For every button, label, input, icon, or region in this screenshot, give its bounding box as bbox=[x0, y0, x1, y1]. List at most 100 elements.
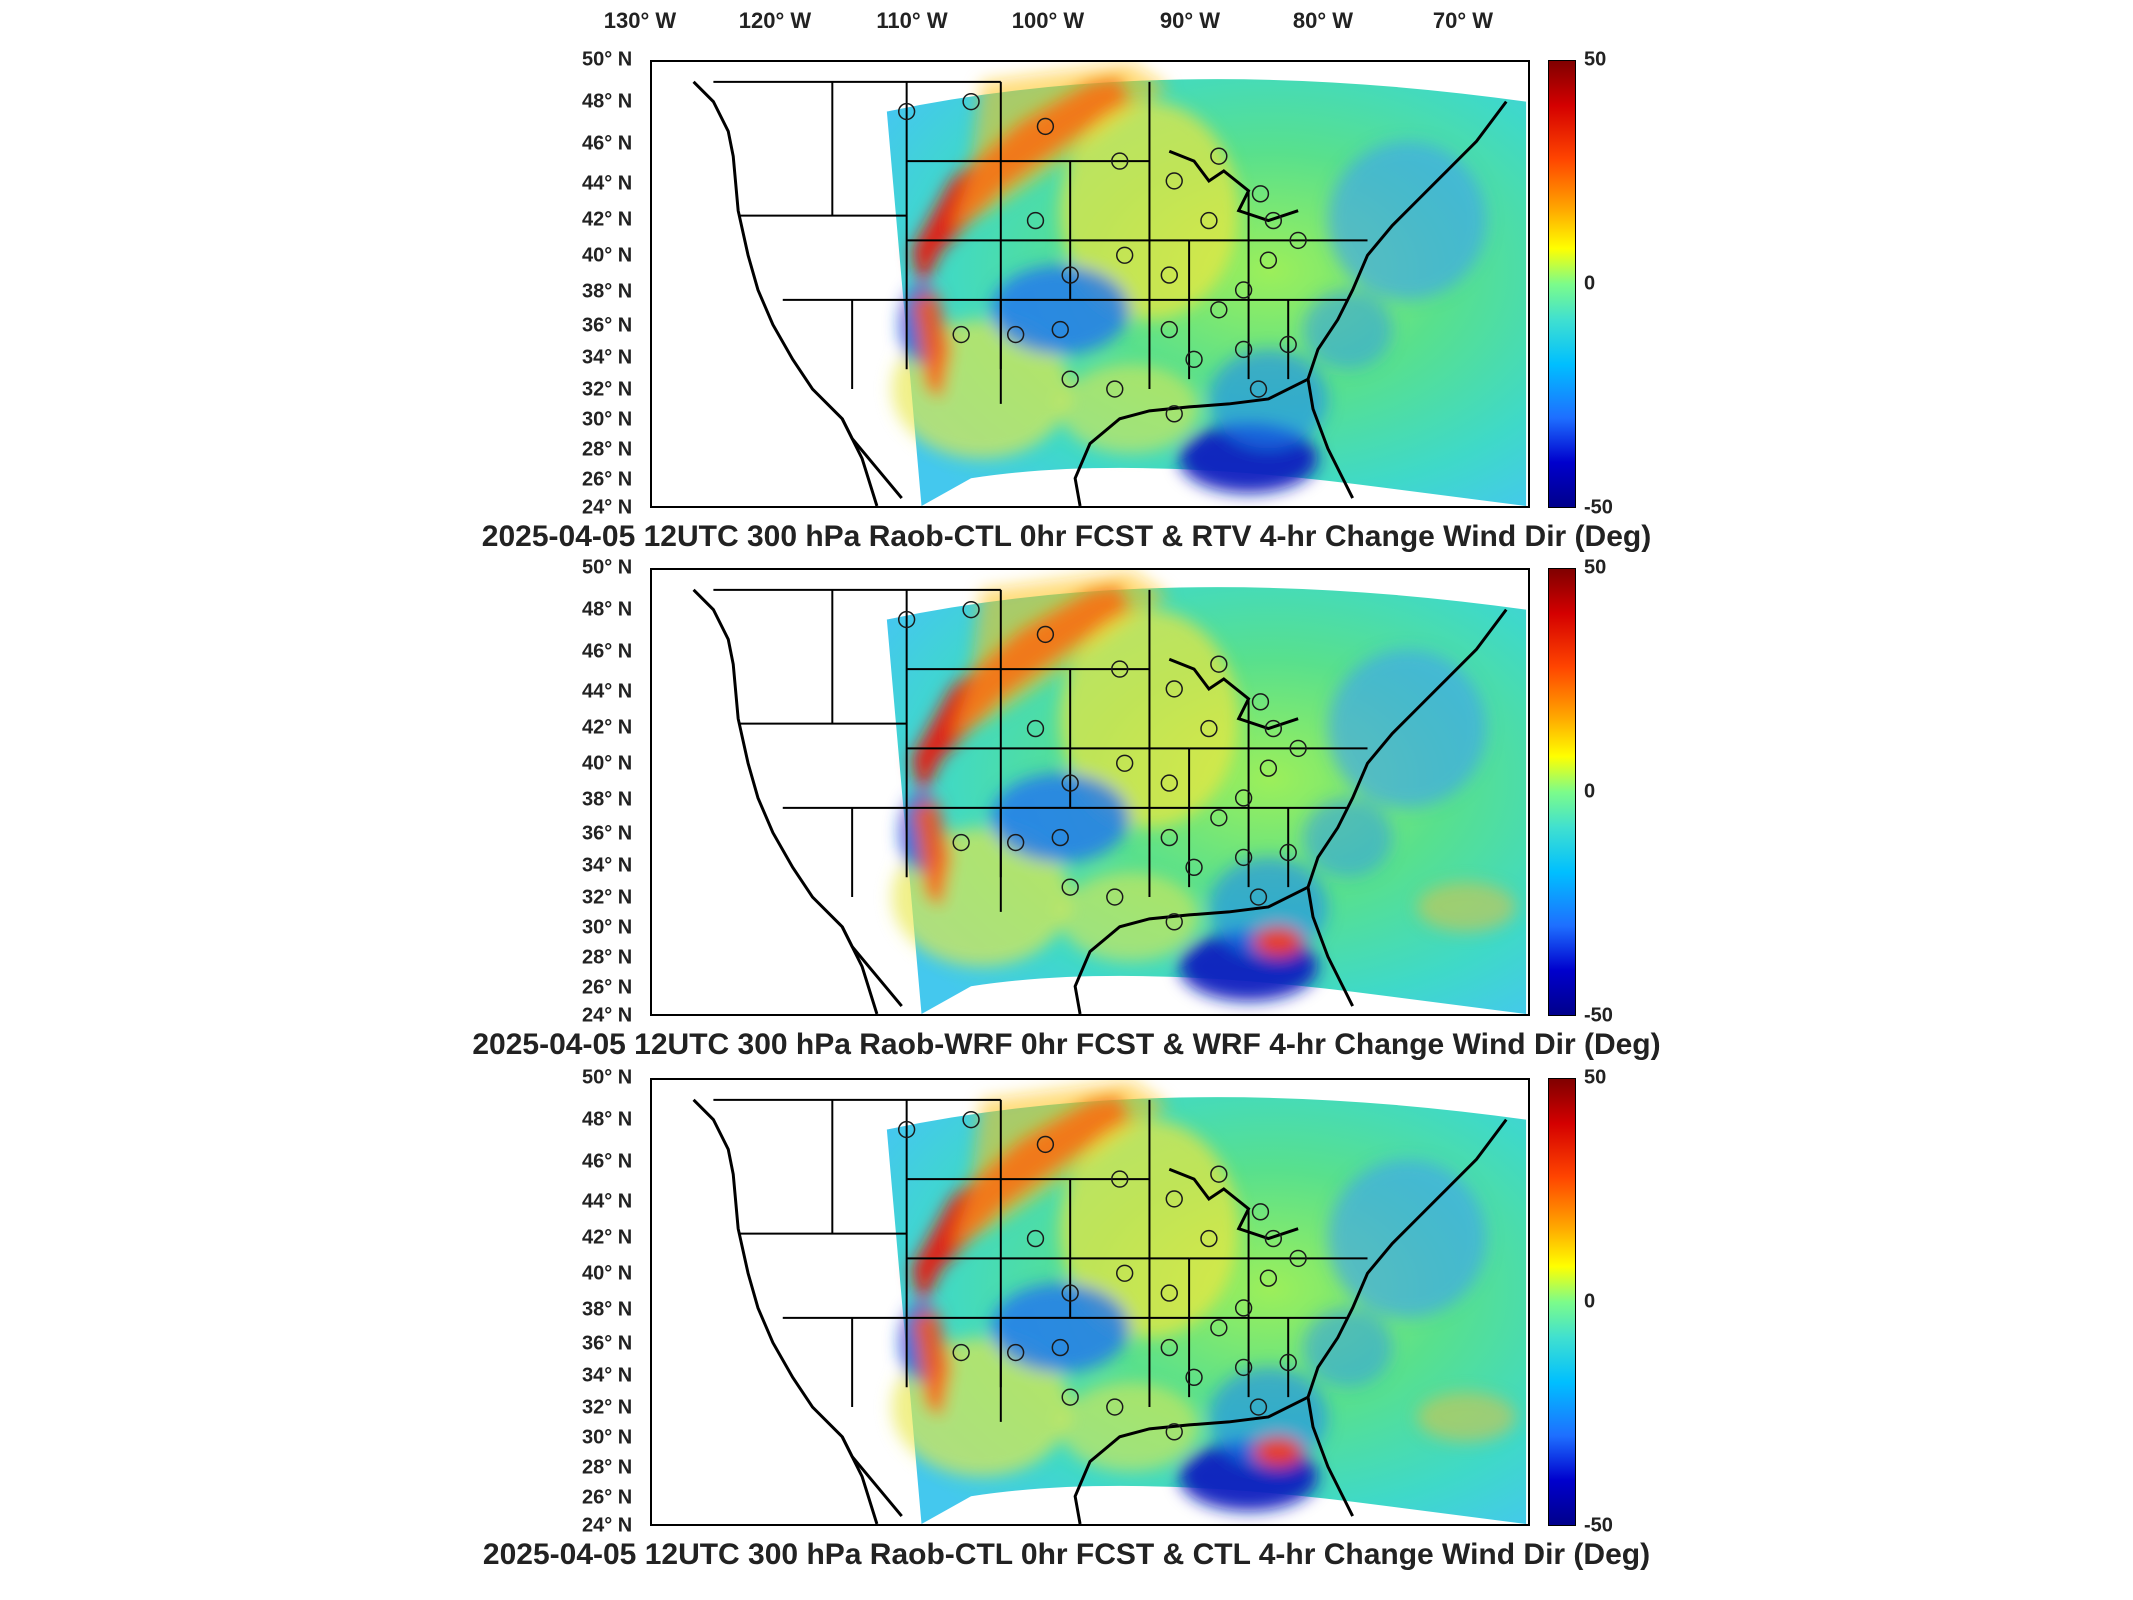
raob-station-marker bbox=[1210, 1165, 1228, 1183]
raob-station-marker bbox=[1006, 1343, 1025, 1362]
raob-station-marker bbox=[1165, 1190, 1183, 1208]
raob-station-marker bbox=[1234, 1358, 1253, 1377]
raob-station-marker bbox=[1234, 848, 1253, 867]
latitude-label: 26° N bbox=[582, 468, 633, 491]
latitude-label: 28° N bbox=[582, 438, 633, 461]
raob-station-marker bbox=[952, 833, 970, 852]
raob-station-marker bbox=[1259, 251, 1278, 269]
raob-station-marker bbox=[1061, 878, 1079, 896]
raob-station-marker bbox=[962, 600, 980, 619]
raob-station-marker bbox=[1210, 655, 1228, 673]
raob-station-marker bbox=[1026, 211, 1045, 230]
raob-station-marker bbox=[952, 1343, 970, 1362]
panel-title: 2025-04-05 12UTC 300 hPa Raob-CTL 0hr FC… bbox=[481, 520, 1652, 553]
latitude-label: 26° N bbox=[582, 1486, 633, 1509]
raob-station-marker bbox=[1234, 1299, 1253, 1317]
latitude-label: 34° N bbox=[582, 346, 633, 369]
raob-station-marker bbox=[1160, 1338, 1178, 1357]
raob-station-marker bbox=[1116, 246, 1134, 264]
longitude-label: 120° W bbox=[738, 8, 812, 33]
raob-station-marker bbox=[1289, 231, 1307, 250]
raob-station-marker bbox=[1210, 301, 1228, 319]
raob-station-marker bbox=[962, 1110, 980, 1129]
raob-station-marker bbox=[897, 102, 916, 121]
raob-stations bbox=[897, 600, 1307, 931]
raob-station-marker bbox=[1279, 1353, 1297, 1372]
map-panel: 50° N 48° N 46° N 44° N 42° N 40° N 38° N 36° N… bbox=[0, 1067, 2133, 1588]
raob-station-marker bbox=[1251, 1203, 1270, 1221]
map-frame bbox=[650, 1078, 1530, 1526]
raob-station-marker bbox=[1210, 1319, 1228, 1337]
raob-station-marker bbox=[1200, 211, 1218, 230]
raob-station-marker bbox=[1185, 858, 1203, 876]
latitude-label: 46° N bbox=[582, 640, 633, 663]
raob-station-marker bbox=[1185, 1368, 1203, 1386]
raob-station-marker bbox=[1160, 828, 1178, 847]
raob-station-marker bbox=[1160, 1284, 1178, 1302]
latitude-label: 24° N bbox=[582, 1514, 633, 1537]
state-boundaries bbox=[713, 80, 1368, 404]
latitude-label: 42° N bbox=[582, 208, 633, 231]
latitude-label: 42° N bbox=[582, 716, 633, 739]
raob-station-marker bbox=[1185, 350, 1203, 368]
raob-station-marker bbox=[1165, 1423, 1183, 1441]
latitude-label: 50° N bbox=[582, 556, 633, 579]
raob-station-marker bbox=[1061, 1284, 1079, 1302]
raob-station-marker bbox=[1165, 405, 1183, 423]
state-boundaries bbox=[713, 588, 1368, 912]
colorbar bbox=[1548, 60, 1576, 508]
longitude-label: 90° W bbox=[1159, 8, 1221, 33]
raob-stations bbox=[897, 1110, 1307, 1441]
raob-station-marker bbox=[1051, 828, 1069, 847]
latitude-label: 26° N bbox=[582, 976, 633, 999]
colorbar-tick-max: 50 bbox=[1584, 556, 1607, 579]
map-frame bbox=[650, 568, 1530, 1016]
wind-direction-map bbox=[692, 62, 1527, 506]
latitude-label: 30° N bbox=[582, 1426, 633, 1449]
raob-station-marker bbox=[1249, 1398, 1268, 1416]
latitude-label: 42° N bbox=[582, 1226, 633, 1249]
raob-station-marker bbox=[1200, 719, 1218, 738]
raob-stations bbox=[897, 92, 1307, 423]
raob-station-marker bbox=[897, 610, 916, 629]
colorbar-tick-mid: 0 bbox=[1584, 1290, 1596, 1313]
raob-station-marker bbox=[1051, 320, 1069, 339]
coastline bbox=[692, 80, 1508, 506]
raob-station-marker bbox=[1106, 888, 1124, 906]
longitude-axis: 130° W 120° W 110° W 100° W 90° W 80° W 70° W bbox=[0, 0, 2133, 40]
coastline bbox=[692, 1098, 1508, 1524]
raob-station-marker bbox=[1165, 913, 1183, 931]
latitude-label: 36° N bbox=[582, 1332, 633, 1355]
latitude-label: 30° N bbox=[582, 916, 633, 939]
raob-station-marker bbox=[1160, 320, 1178, 339]
raob-station-marker bbox=[1111, 1170, 1129, 1188]
raob-station-marker bbox=[1234, 789, 1253, 807]
latitude-label: 36° N bbox=[582, 822, 633, 845]
latitude-label: 34° N bbox=[582, 854, 633, 877]
raob-station-marker bbox=[1111, 660, 1129, 678]
colorbar-tick-max: 50 bbox=[1584, 48, 1607, 71]
latitude-label: 48° N bbox=[582, 598, 633, 621]
raob-station-marker bbox=[1259, 759, 1278, 777]
raob-station-marker bbox=[897, 1120, 916, 1139]
colorbar-tick-mid: 0 bbox=[1584, 780, 1596, 803]
raob-station-marker bbox=[1249, 380, 1268, 398]
raob-station-marker bbox=[1116, 1264, 1134, 1282]
panel-title: 2025-04-05 12UTC 300 hPa Raob-WRF 0hr FC… bbox=[472, 1028, 1661, 1061]
raob-station-marker bbox=[1061, 266, 1079, 284]
raob-station-marker bbox=[1036, 625, 1055, 644]
longitude-label: 100° W bbox=[1011, 8, 1085, 33]
raob-station-marker bbox=[1165, 172, 1183, 190]
latitude-label: 46° N bbox=[582, 132, 633, 155]
map-panel: 50° N 48° N 46° N 44° N 42° N 40° N 38° N 36° N… bbox=[0, 49, 2133, 570]
raob-station-marker bbox=[1106, 380, 1124, 398]
latitude-label: 28° N bbox=[582, 1456, 633, 1479]
latitude-label: 44° N bbox=[582, 1190, 633, 1213]
colorbar-tick-min: -50 bbox=[1584, 1514, 1613, 1537]
longitude-label: 70° W bbox=[1432, 8, 1494, 33]
wind-anomaly-field bbox=[891, 1080, 1517, 1512]
raob-station-marker bbox=[1116, 754, 1134, 772]
colorbar-tick-mid: 0 bbox=[1584, 272, 1596, 295]
latitude-label: 38° N bbox=[582, 280, 633, 303]
map-frame bbox=[650, 60, 1530, 508]
